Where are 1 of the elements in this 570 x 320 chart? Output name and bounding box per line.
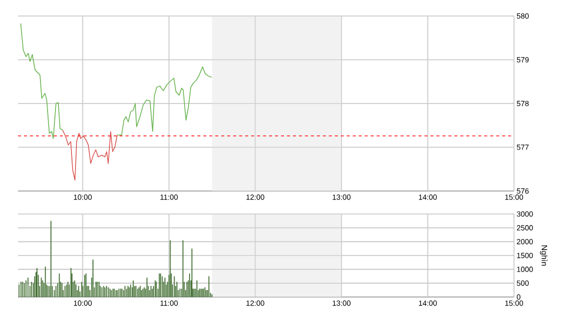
line-series: [62, 130, 118, 180]
